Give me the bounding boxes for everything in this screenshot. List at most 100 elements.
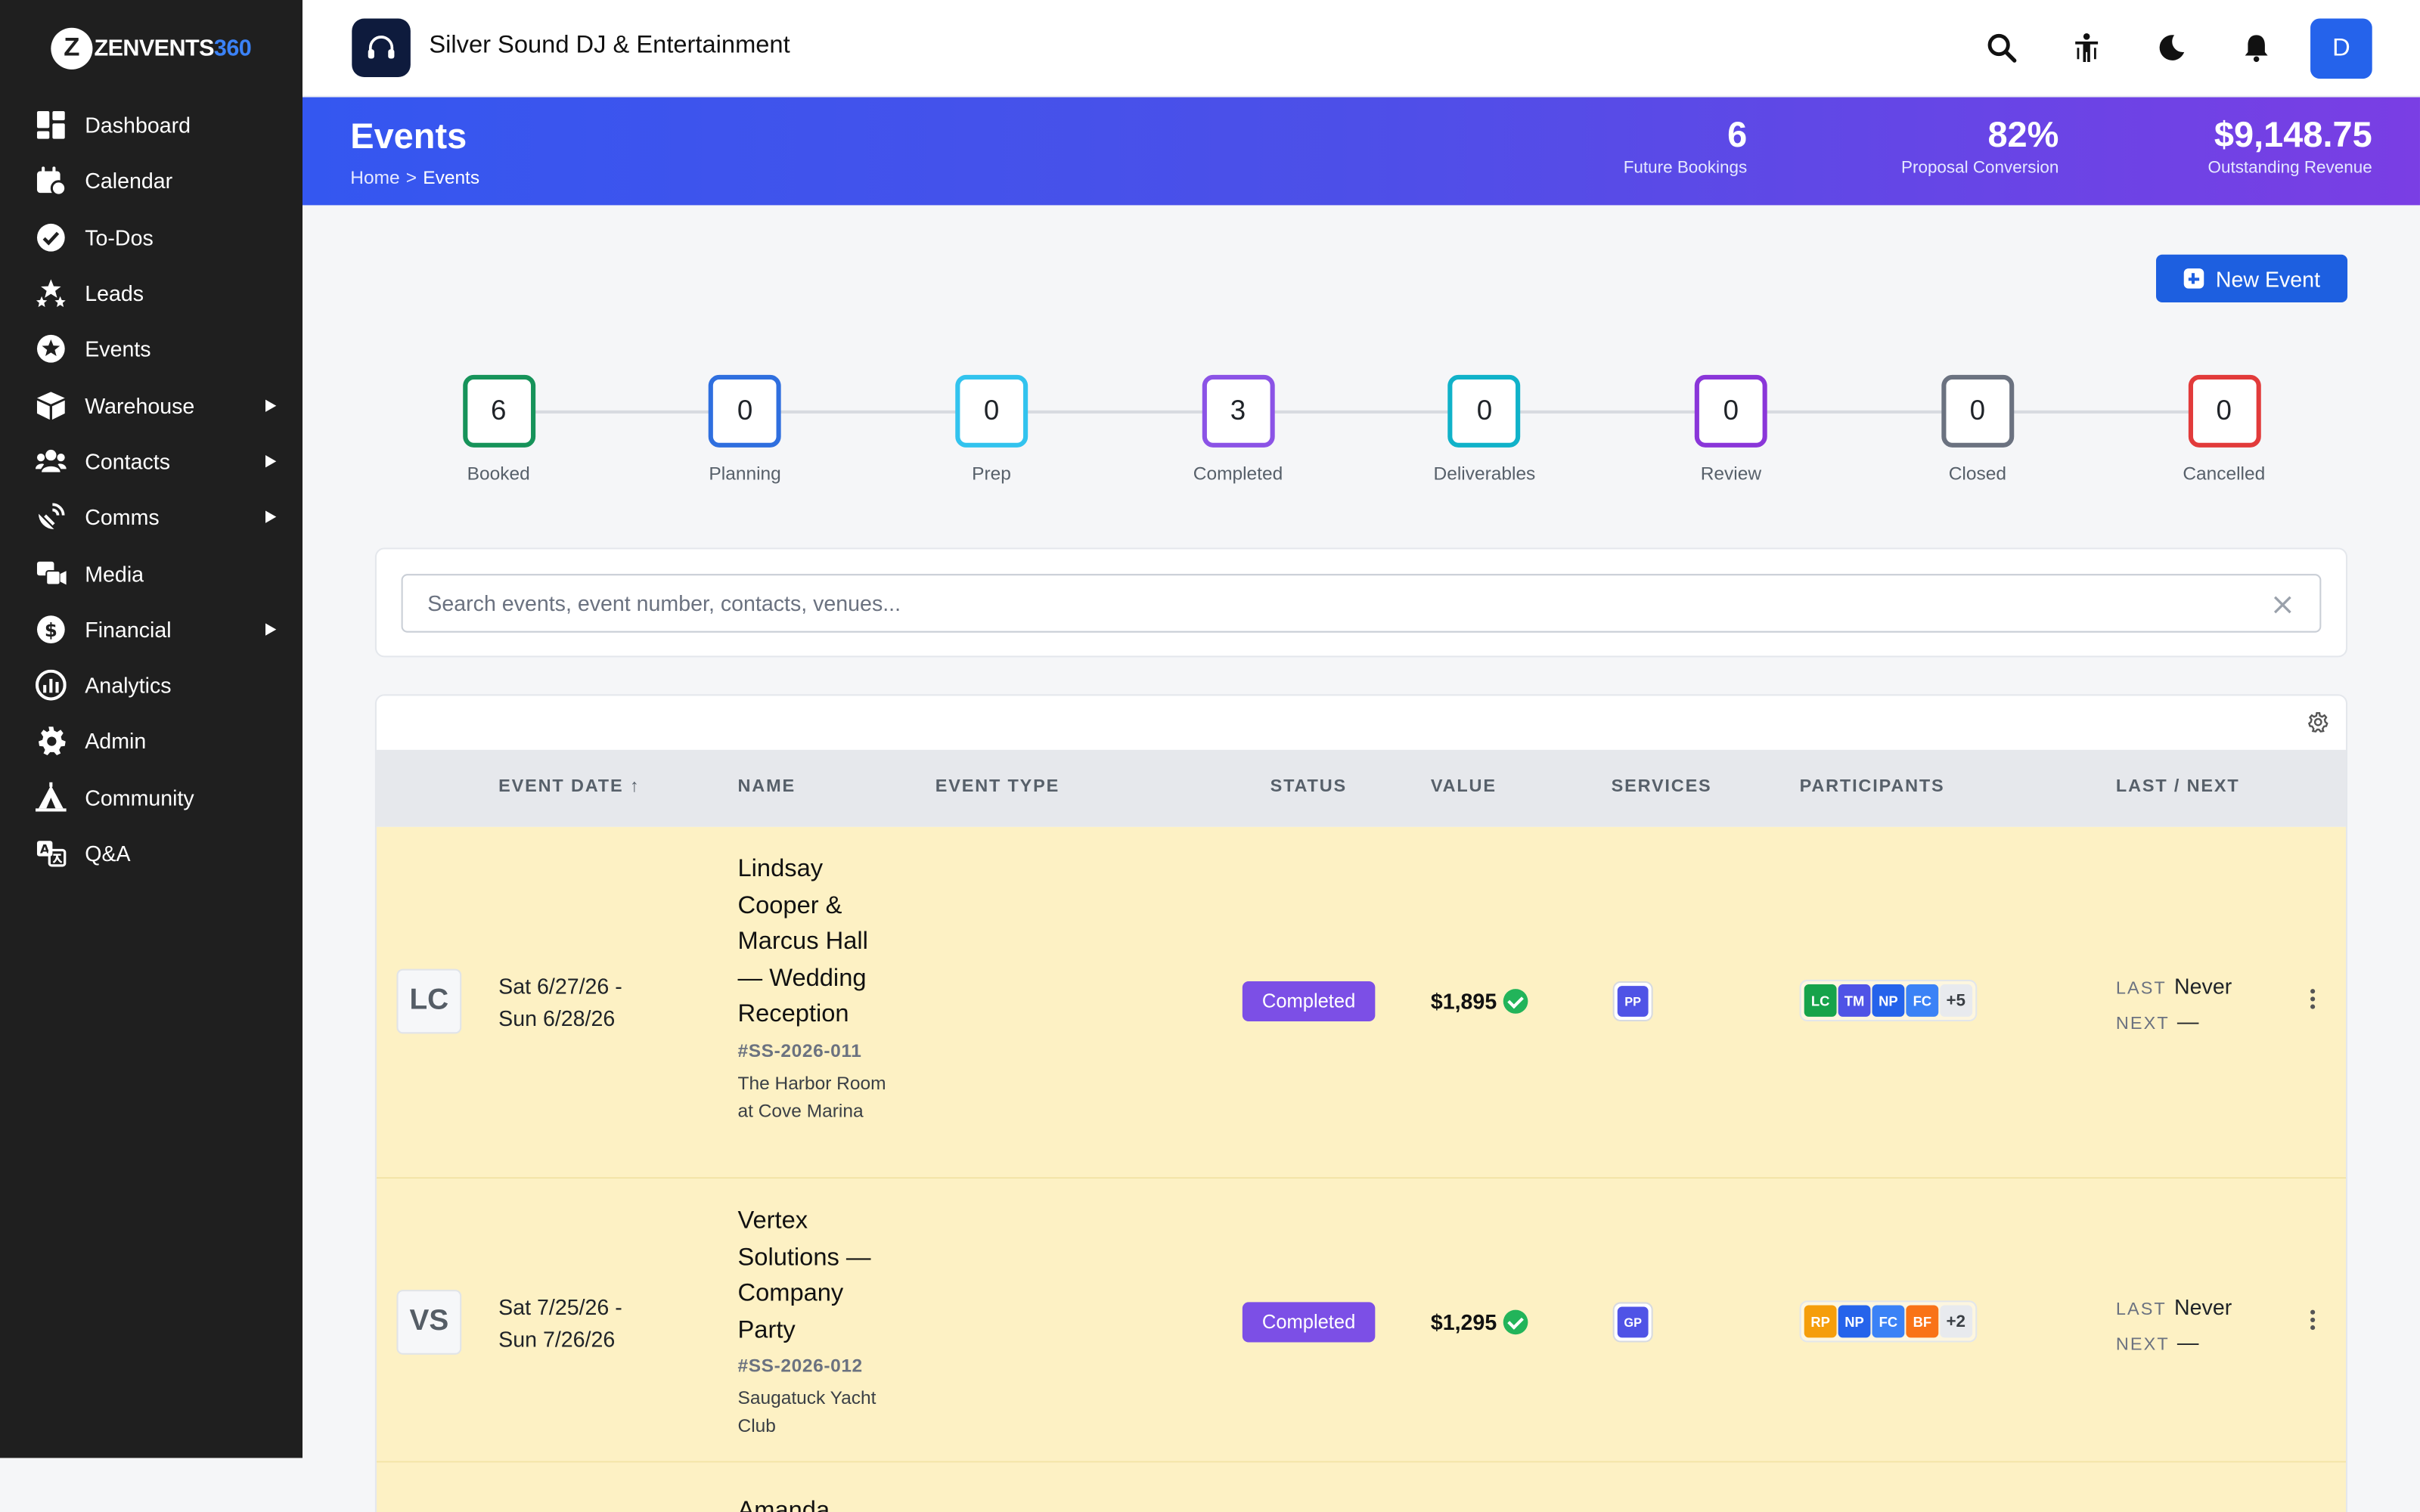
header-value[interactable]: VALUE	[1430, 777, 1497, 797]
new-event-label: New Event	[2215, 266, 2321, 291]
dashboard-icon	[36, 110, 67, 141]
sidebar-item-warehouse[interactable]: Warehouse	[0, 377, 302, 433]
org-name[interactable]: Silver Sound DJ & Entertainment	[429, 32, 790, 59]
caret-right-icon	[265, 623, 277, 636]
pipeline-stage-booked[interactable]: 6 Booked	[406, 374, 591, 485]
search-icon[interactable]	[1981, 28, 2021, 68]
stage-name: Planning	[709, 463, 781, 485]
pipeline-stage-closed[interactable]: 0 Closed	[1885, 374, 2070, 485]
table-row[interactable]: LC Sat 6/27/26 - Sun 6/28/26 Lindsay Coo…	[376, 826, 2347, 1179]
sidebar-item-label: Leads	[85, 280, 144, 306]
pipeline-stage-planning[interactable]: 0 Planning	[653, 374, 838, 485]
service-badge[interactable]: PP	[1612, 981, 1653, 1022]
breadcrumb-current: Events	[423, 166, 480, 188]
sidebar-item-calendar[interactable]: Calendar	[0, 153, 302, 209]
header-status[interactable]: STATUS	[1270, 777, 1348, 797]
sidebar-item-label: Q&A	[85, 841, 131, 866]
header-event-date[interactable]: EVENT DATE ↑	[498, 777, 641, 797]
user-avatar-button[interactable]: D	[2310, 18, 2372, 79]
participants-group[interactable]: LC TM NP FC +5	[1799, 979, 1977, 1022]
sidebar-item-analytics[interactable]: Analytics	[0, 657, 302, 713]
header-services[interactable]: SERVICES	[1611, 777, 1712, 797]
participant-chip: NP	[1872, 984, 1905, 1017]
participants-more-count: +5	[1940, 984, 1972, 1017]
accessibility-icon[interactable]	[2067, 28, 2107, 68]
event-number: #SS-2026-012	[737, 1354, 863, 1377]
pipeline-stage-completed[interactable]: 3 Completed	[1146, 374, 1331, 485]
header-event-type[interactable]: EVENT TYPE	[935, 777, 1060, 797]
row-actions-kebab-icon[interactable]	[2307, 989, 2316, 1014]
last-label: LAST	[2115, 979, 2167, 999]
stage-count: 0	[1941, 374, 2014, 448]
event-name-link[interactable]: Vertex Solutions — Company Party	[737, 1207, 871, 1343]
table-header: EVENT DATE ↑ NAME EVENT TYPE STATUS VALU…	[376, 749, 2347, 827]
svg-text:A: A	[40, 842, 50, 857]
status-badge[interactable]: Completed	[1242, 981, 1376, 1022]
logo-name: ZENVENTS	[94, 34, 214, 61]
header-name[interactable]: NAME	[737, 777, 796, 797]
event-date: Sat 7/25/26 - Sun 7/26/26	[498, 1291, 622, 1356]
moon-icon[interactable]	[2152, 28, 2192, 68]
table-row[interactable]: Amanda	[376, 1462, 2347, 1512]
plus-square-icon	[2183, 268, 2204, 289]
sidebar-item-contacts[interactable]: Contacts	[0, 433, 302, 489]
bell-icon[interactable]	[2236, 28, 2276, 68]
kpi-future-bookings: 6 Future Bookings	[1624, 114, 1747, 178]
sidebar-item-events[interactable]: Events	[0, 321, 302, 377]
event-value-amount: $1,295	[1430, 1309, 1497, 1335]
sidebar-item-label: Calendar	[85, 169, 173, 194]
sidebar-item-admin[interactable]: Admin	[0, 713, 302, 769]
caret-right-icon	[265, 398, 277, 412]
paid-check-icon	[1503, 1309, 1528, 1335]
sidebar-item-label: Events	[85, 336, 151, 362]
kpi-proposal-conversion: 82% Proposal Conversion	[1901, 114, 2059, 178]
sidebar-item-q-a[interactable]: A Q&A	[0, 826, 302, 881]
pipeline-stage-cancelled[interactable]: 0 Cancelled	[2131, 374, 2316, 485]
sidebar-item-to-dos[interactable]: To-Dos	[0, 209, 302, 265]
check-circle-icon	[36, 222, 67, 253]
paid-check-icon	[1503, 989, 1528, 1014]
column-settings-gear-icon[interactable]	[2307, 711, 2329, 733]
clear-icon[interactable]	[2272, 594, 2294, 616]
search-input[interactable]	[401, 574, 2322, 633]
event-date-start: Sat 6/27/26 -	[498, 973, 622, 999]
event-date-end: Sun 6/28/26	[498, 1005, 616, 1031]
table-row[interactable]: VS Sat 7/25/26 - Sun 7/26/26 Vertex Solu…	[376, 1179, 2347, 1463]
sidebar-item-media[interactable]: Media	[0, 545, 302, 601]
box-icon	[36, 390, 67, 421]
sidebar-item-community[interactable]: Community	[0, 769, 302, 825]
sidebar-item-dashboard[interactable]: Dashboard	[0, 98, 302, 153]
participant-chip: LC	[1804, 984, 1837, 1017]
stage-count: 0	[1447, 374, 1521, 448]
header-participants[interactable]: PARTICIPANTS	[1799, 777, 1945, 797]
sidebar-item-label: Media	[85, 560, 144, 586]
header-last-next[interactable]: LAST / NEXT	[2115, 777, 2240, 797]
next-label: NEXT	[2115, 1336, 2170, 1355]
stage-name: Completed	[1193, 463, 1283, 485]
row-actions-kebab-icon[interactable]	[2307, 1309, 2316, 1335]
event-avatar: VS	[396, 1290, 462, 1355]
event-name-link[interactable]: Lindsay Cooper & Marcus Hall — Wedding R…	[737, 856, 868, 1028]
kpi-value: $9,148.75	[2214, 114, 2372, 155]
sidebar-item-leads[interactable]: Leads	[0, 265, 302, 321]
participants-group[interactable]: RP NP FC BF +2	[1799, 1300, 1977, 1343]
event-value: $1,895	[1431, 989, 1528, 1014]
sidebar-item-financial[interactable]: $ Financial	[0, 601, 302, 657]
last-next-cell: LAST Never NEXT —	[2116, 971, 2232, 1042]
status-badge[interactable]: Completed	[1242, 1302, 1376, 1343]
org-logo[interactable]	[352, 18, 411, 78]
event-value: $1,295	[1430, 1309, 1528, 1335]
event-name-link[interactable]: Amanda	[737, 1498, 830, 1512]
service-badge[interactable]: GP	[1612, 1302, 1653, 1343]
app-logo[interactable]: Z ZENVENTS360	[51, 26, 252, 70]
pipeline-connector	[498, 409, 2224, 413]
pipeline-stage-review[interactable]: 0 Review	[1638, 374, 1823, 485]
sidebar-item-comms[interactable]: Comms	[0, 489, 302, 545]
new-event-button[interactable]: New Event	[2155, 254, 2348, 302]
sidebar-item-label: Community	[85, 785, 194, 810]
breadcrumb-home[interactable]: Home	[350, 166, 400, 188]
last-next-cell: LAST Never NEXT —	[2116, 1291, 2232, 1362]
pipeline-stage-prep[interactable]: 0 Prep	[899, 374, 1084, 485]
event-avatar: LC	[396, 968, 462, 1034]
pipeline-stage-deliverables[interactable]: 0 Deliverables	[1392, 374, 1577, 485]
